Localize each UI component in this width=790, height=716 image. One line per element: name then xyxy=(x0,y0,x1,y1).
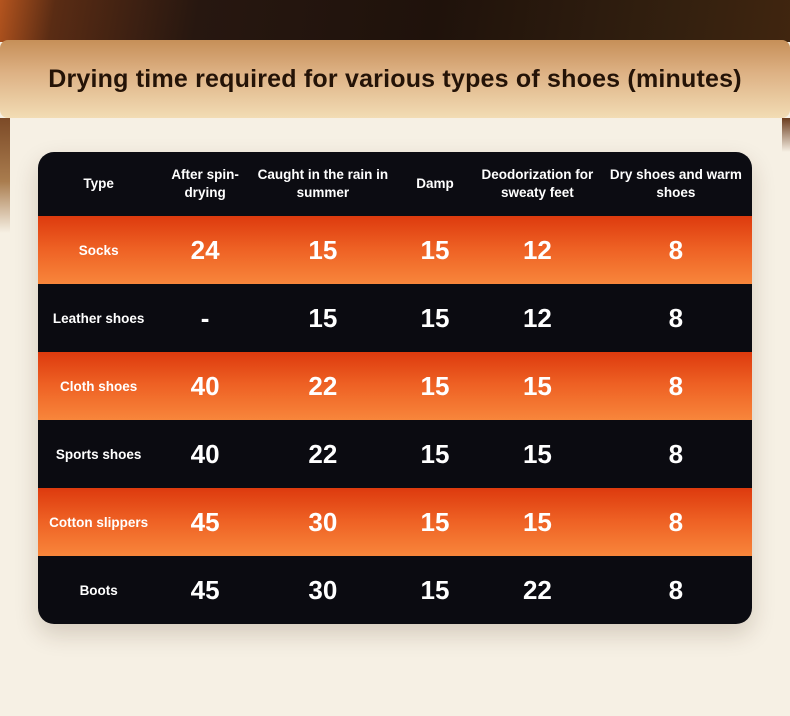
table-row-sports-shoes: Sports shoes 40 22 15 15 8 xyxy=(38,420,752,488)
row-label: Socks xyxy=(78,242,119,258)
table-row-boots: Boots 45 30 15 22 8 xyxy=(38,556,752,624)
cell-value: 15 xyxy=(308,234,338,265)
table-header-row: Type After spin-drying Caught in the rai… xyxy=(38,152,752,216)
table-row-leather-shoes: Leather shoes - 15 15 12 8 xyxy=(38,284,752,352)
cell-value: 8 xyxy=(668,506,684,537)
cell-value: 22 xyxy=(308,438,338,469)
cell-value: 8 xyxy=(668,574,684,605)
header-cell-after-spin-drying: After spin-drying xyxy=(171,166,239,200)
drying-time-table: Type After spin-drying Caught in the rai… xyxy=(38,152,752,624)
cell-value: 8 xyxy=(668,370,684,401)
cell-value: 22 xyxy=(522,574,552,605)
header-cell-caught-in-rain: Caught in the rain in summer xyxy=(257,166,389,200)
cell-value: 30 xyxy=(308,506,338,537)
table-row-cotton-slippers: Cotton slippers 45 30 15 15 8 xyxy=(38,488,752,556)
cell-value: 15 xyxy=(522,370,552,401)
cell-value: 15 xyxy=(522,506,552,537)
cell-value: 8 xyxy=(668,302,684,333)
cell-value: 15 xyxy=(308,302,338,333)
cell-value: 15 xyxy=(420,574,450,605)
row-label: Cloth shoes xyxy=(60,378,138,394)
wood-edge-accent-right xyxy=(782,118,790,152)
cell-value: 15 xyxy=(420,370,450,401)
cell-value: 12 xyxy=(522,302,552,333)
row-label: Cotton slippers xyxy=(49,514,149,530)
header-cell-deodorization: Deodorization for sweaty feet xyxy=(481,166,594,200)
cell-value: 15 xyxy=(420,302,450,333)
cell-value: 8 xyxy=(668,438,684,469)
header-cell-damp: Damp xyxy=(416,175,454,191)
cell-value: 40 xyxy=(190,370,220,401)
header-cell-dry-warm-shoes: Dry shoes and warm shoes xyxy=(609,166,742,200)
row-label: Sports shoes xyxy=(55,446,142,462)
header-cell-type: Type xyxy=(83,175,114,191)
row-label: Leather shoes xyxy=(52,310,145,326)
cell-value: 30 xyxy=(308,574,338,605)
cell-value: 40 xyxy=(190,438,220,469)
row-label: Boots xyxy=(79,582,118,598)
page-title: Drying time required for various types o… xyxy=(48,64,742,93)
title-banner: Drying time required for various types o… xyxy=(0,40,790,118)
cell-value: 8 xyxy=(668,234,684,265)
wood-edge-accent-left xyxy=(0,118,10,233)
cell-value: 45 xyxy=(190,506,220,537)
cell-value: - xyxy=(200,302,210,333)
wood-background-strip xyxy=(0,0,790,42)
cell-value: 45 xyxy=(190,574,220,605)
cell-value: 22 xyxy=(308,370,338,401)
cell-value: 15 xyxy=(420,506,450,537)
cell-value: 24 xyxy=(190,234,220,265)
table-row-cloth-shoes: Cloth shoes 40 22 15 15 8 xyxy=(38,352,752,420)
cell-value: 12 xyxy=(522,234,552,265)
cell-value: 15 xyxy=(420,234,450,265)
cell-value: 15 xyxy=(420,438,450,469)
cell-value: 15 xyxy=(522,438,552,469)
table-row-socks: Socks 24 15 15 12 8 xyxy=(38,216,752,284)
